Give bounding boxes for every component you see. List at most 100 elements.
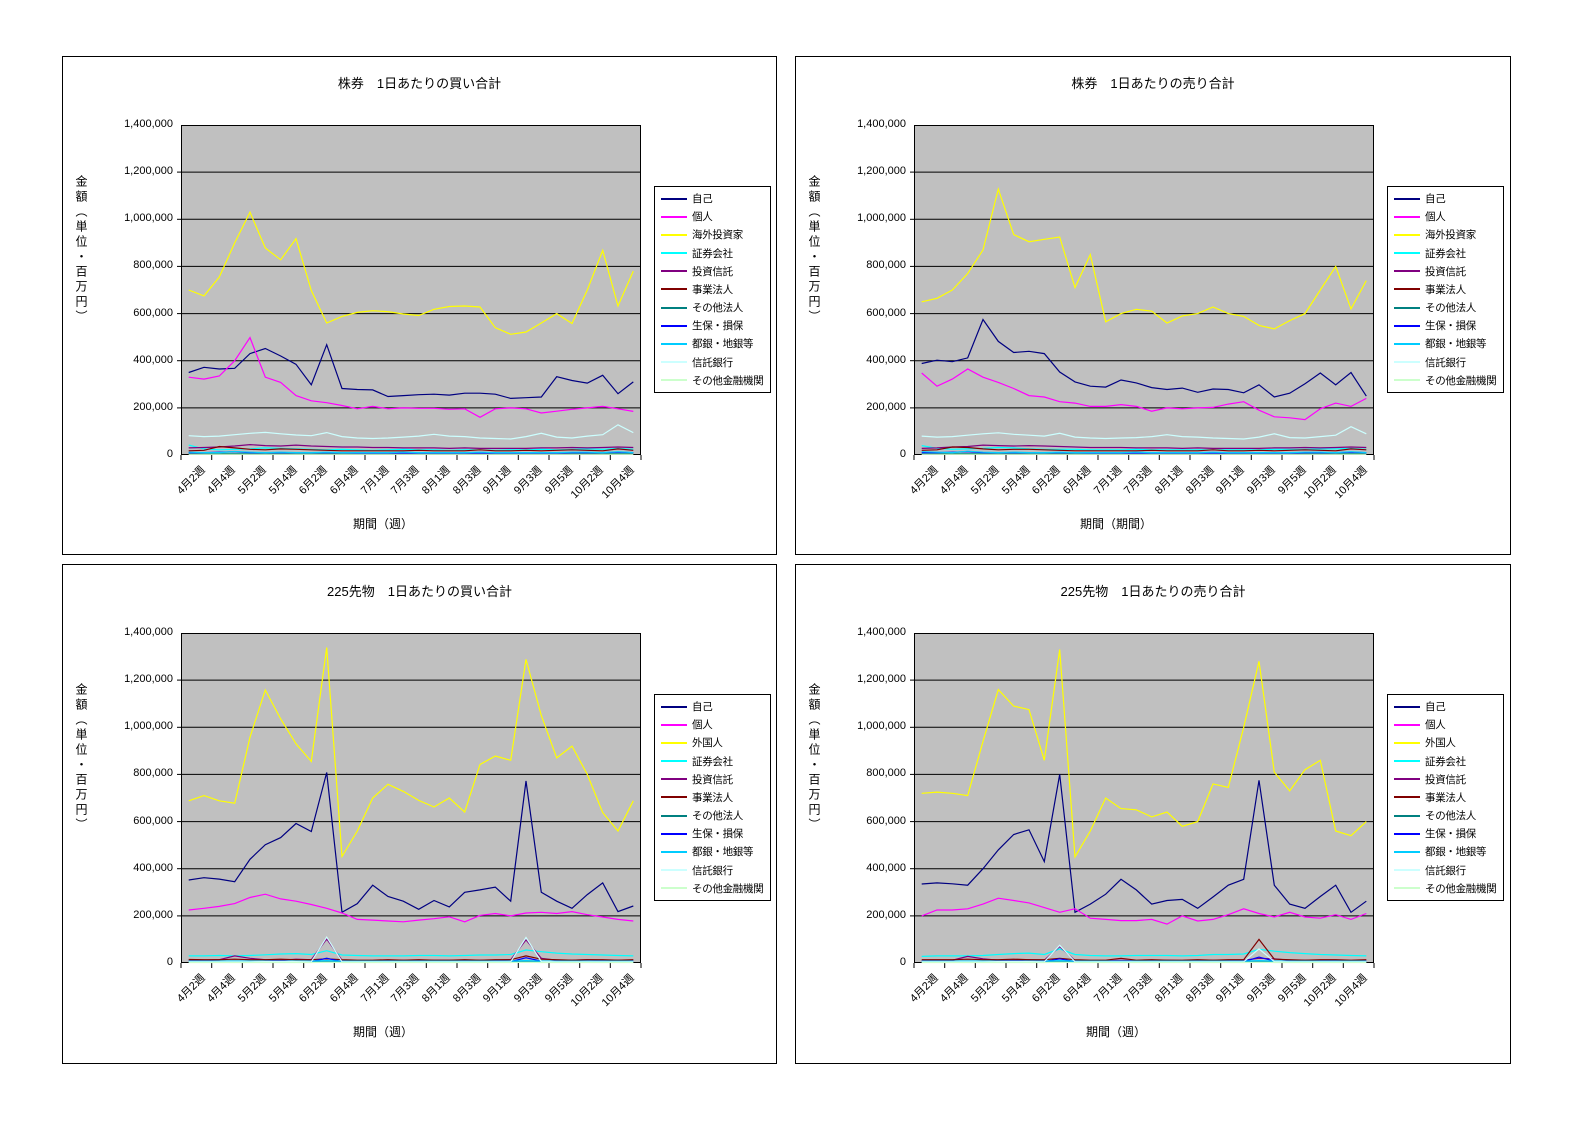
- y-axis-tick-label: 800,000: [133, 259, 173, 272]
- x-axis-title: 期間（週）: [1085, 1025, 1146, 1039]
- y-axis-title: 金額（単位・百万円）: [807, 683, 821, 833]
- legend-item: その他法人: [661, 807, 770, 824]
- chart-panel-stocks-sell: 株券 1日あたりの売り合計 金額（単位・百万円） 0 200,000 400,000…: [795, 56, 1511, 555]
- legend-item: 投資信託: [1394, 263, 1503, 280]
- legend-item: 事業法人: [661, 789, 770, 806]
- legend-item: 証券会社: [1394, 245, 1503, 262]
- y-axis-tick-label: 1,400,000: [857, 118, 906, 130]
- legend-label: 投資信託: [692, 773, 733, 786]
- plot-background: [181, 125, 641, 455]
- legend-item: 信託銀行: [1394, 354, 1503, 371]
- y-axis-tick-label: 200,000: [133, 400, 173, 413]
- legend-item: 都銀・地銀等: [661, 335, 770, 352]
- legend-line-swatch: [1394, 306, 1420, 309]
- series-line-信託銀行: [188, 935, 634, 963]
- y-axis-tick-label: 600,000: [866, 306, 906, 319]
- series-line-信託銀行: [188, 424, 634, 440]
- legend-line-swatch: [661, 306, 687, 309]
- series-line-事業法人: [921, 938, 1367, 961]
- y-axis-tick-label: 400,000: [866, 861, 906, 874]
- legend-label: 信託銀行: [692, 864, 733, 877]
- legend-item: 事業法人: [1394, 789, 1503, 806]
- series-line-都銀・地銀等: [921, 959, 1367, 962]
- legend-item: その他金融機関: [1394, 880, 1503, 897]
- plot-background: [181, 633, 641, 963]
- legend-label: 生保・損保: [1425, 320, 1476, 333]
- legend-label: 都銀・地銀等: [1425, 846, 1487, 859]
- plot-area: [910, 633, 1375, 968]
- x-axis-title: 期間（週）: [352, 1025, 413, 1039]
- legend-item: その他法人: [1394, 299, 1503, 316]
- legend-label: 都銀・地銀等: [1425, 338, 1487, 351]
- series-line-個人: [921, 368, 1367, 421]
- legend-item: 個人: [1394, 208, 1503, 225]
- y-axis-tick-label: 1,000,000: [857, 720, 906, 733]
- legend-label: その他法人: [1425, 810, 1476, 823]
- y-axis-tick-label: 1,400,000: [857, 626, 906, 638]
- series-line-信託銀行: [921, 426, 1367, 440]
- legend-line-swatch: [661, 832, 687, 835]
- chart-panel-futures-buy: 225先物 1日あたりの買い合計 金額（単位・百万円） 0 200,000 400,…: [62, 564, 777, 1064]
- legend: 自己 個人 海外投資家証券会社投資信託事業法人その他法人生保・損保都銀・地銀等信託銀…: [1387, 186, 1504, 393]
- legend-label: その他法人: [1425, 302, 1476, 315]
- chart-title: 225先物 1日あたりの売り合計: [1060, 584, 1246, 599]
- y-axis-title: 金額（単位・百万円）: [74, 683, 88, 833]
- legend-line-swatch: [1394, 342, 1420, 345]
- legend-line-swatch: [661, 814, 687, 817]
- legend-line-swatch: [661, 723, 687, 726]
- legend-line-swatch: [1394, 379, 1420, 382]
- plot-area: [177, 633, 642, 968]
- legend-line-swatch: [1394, 778, 1420, 781]
- legend-line-swatch: [661, 288, 687, 291]
- legend: 自己 個人 外国人 証券会社 投資信託 事業法人 その他法人 生保・損保 都銀・地銀等 信託銀行そ…: [1387, 694, 1504, 901]
- legend-item: その他法人: [1394, 807, 1503, 824]
- series-line-証券会社: [921, 948, 1367, 957]
- series-line-自己: [188, 772, 634, 914]
- y-axis-tick-label: 0: [899, 956, 906, 968]
- legend-label: 事業法人: [692, 283, 733, 296]
- legend-line-swatch: [661, 361, 687, 364]
- legend-label: 投資信託: [692, 265, 733, 278]
- legend-label: 事業法人: [1425, 283, 1466, 296]
- legend-item: 個人: [1394, 716, 1503, 733]
- legend-line-swatch: [661, 379, 687, 382]
- legend-label: 証券会社: [692, 247, 733, 260]
- legend-line-swatch: [661, 324, 687, 327]
- series-line-個人: [188, 893, 634, 923]
- y-axis-tick-label: 1,400,000: [124, 626, 173, 638]
- legend-line-swatch: [1394, 832, 1420, 835]
- legend-label: 外国人: [692, 737, 723, 750]
- series-line-投資信託: [921, 444, 1367, 450]
- legend-line-swatch: [1394, 233, 1420, 236]
- legend-item: 事業法人: [661, 281, 770, 298]
- y-axis-tick-label: 600,000: [133, 306, 173, 319]
- legend-item: その他法人: [661, 299, 770, 316]
- series-line-外国人: [921, 649, 1367, 859]
- legend-label: 自己: [1425, 701, 1446, 714]
- legend-label: 個人: [1425, 719, 1446, 732]
- legend-label: 信託銀行: [1425, 864, 1466, 877]
- y-axis-tick-label: 400,000: [133, 861, 173, 874]
- legend-line-swatch: [661, 850, 687, 853]
- legend-line-swatch: [661, 887, 687, 890]
- y-axis-tick-label: 1,200,000: [124, 165, 173, 178]
- series-line-事業法人: [188, 445, 634, 452]
- legend-item: その他金融機関: [661, 880, 770, 897]
- legend-item: 海外投資家: [1394, 226, 1503, 243]
- y-axis-title: 金額（単位・百万円）: [74, 175, 88, 325]
- legend-label: 海外投資家: [692, 229, 743, 242]
- y-axis-tick-label: 0: [166, 448, 173, 460]
- legend-label: その他金融機関: [1425, 882, 1497, 895]
- legend-line-swatch: [1394, 814, 1420, 817]
- legend-item: 自己: [1394, 190, 1503, 207]
- legend-item: 都銀・地銀等: [661, 843, 770, 860]
- series-line-個人: [921, 897, 1367, 925]
- series-line-自己: [921, 318, 1367, 398]
- legend-line-swatch: [661, 197, 687, 200]
- legend-line-swatch: [1394, 850, 1420, 853]
- legend-label: 自己: [692, 701, 713, 714]
- y-axis-tick-label: 1,400,000: [124, 118, 173, 130]
- legend-label: その他金融機関: [692, 374, 764, 387]
- legend-label: 証券会社: [1425, 247, 1466, 260]
- legend-label: 信託銀行: [692, 356, 733, 369]
